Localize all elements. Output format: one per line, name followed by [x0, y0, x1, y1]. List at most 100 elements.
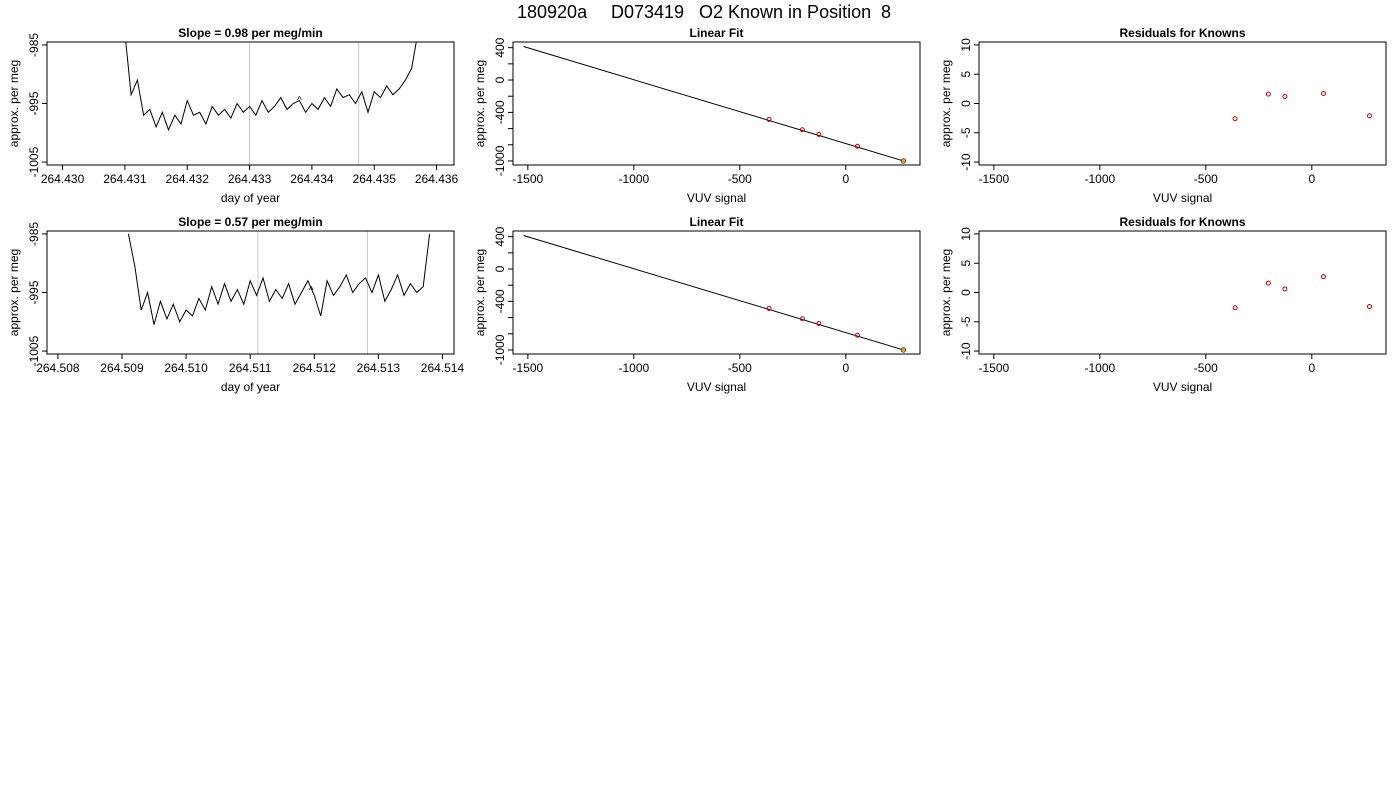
y-axis-label: approx. per meg	[473, 60, 487, 147]
chart-title: Residuals for Knowns	[1119, 215, 1245, 229]
x-tick-label: 264.435	[353, 172, 397, 186]
x-tick-label: 0	[1308, 172, 1315, 186]
chart-svg-fit2: Linear Fit -1500 -1000 -500 0 VUV signal -1000…	[473, 215, 921, 394]
y-tick-label: -10	[959, 342, 973, 360]
title-position: 8	[881, 2, 891, 22]
chart-title: Slope = 0.98 per meg/min	[178, 26, 322, 40]
x-axis-label: day of year	[221, 191, 280, 205]
x-tick-label: 264.514	[421, 361, 465, 375]
x-tick-label: 0	[1308, 361, 1315, 375]
data-point	[1232, 116, 1238, 122]
x-tick-label: 264.510	[164, 361, 208, 375]
plot-area	[523, 46, 907, 164]
x-axis-label: day of year	[221, 380, 280, 394]
x-tick-label: -1000	[1084, 172, 1115, 186]
data-point	[1232, 305, 1238, 311]
chart-fit1: Linear Fit -1500 -1000 -500 0 VUV signal -1000…	[466, 24, 932, 205]
data-point	[766, 305, 772, 311]
data-point	[816, 131, 822, 137]
y-tick-label: -5	[959, 127, 973, 138]
y-tick-label: -1005	[27, 146, 41, 177]
y-tick-label: -1000	[493, 334, 507, 365]
plot-frame	[46, 41, 455, 166]
chart-fit2: Linear Fit -1500 -1000 -500 0 VUV signal -1000…	[466, 213, 932, 394]
data-point	[854, 332, 860, 338]
fit-line	[523, 235, 904, 351]
highlight-point	[900, 158, 907, 164]
y-tick-label: 0	[959, 289, 973, 296]
plot-area: ^	[127, 231, 431, 354]
chart-ts2: Slope = 0.57 per meg/min ^ 264.508 264.509 2…	[0, 213, 466, 394]
chart-svg-ts1: Slope = 0.98 per meg/min ^ 264.430 264.431 2…	[7, 26, 459, 205]
x-tick-label: 0	[842, 172, 849, 186]
x-axis-label: VUV signal	[687, 380, 746, 394]
y-tick-label: 0	[493, 76, 507, 83]
x-tick-label: -500	[1194, 172, 1218, 186]
chart-title: Linear Fit	[689, 26, 743, 40]
fit-line	[523, 46, 904, 162]
chart-svg-fit1: Linear Fit -1500 -1000 -500 0 VUV signal -1000…	[473, 26, 921, 205]
x-tick-label: 264.434	[290, 172, 334, 186]
y-tick-label: -1000	[493, 145, 507, 176]
x-tick-label: 264.431	[103, 172, 147, 186]
data-point	[1282, 93, 1288, 99]
y-tick-label: 0	[959, 100, 973, 107]
x-axis-label: VUV signal	[687, 191, 746, 205]
y-tick-label: -995	[27, 280, 41, 304]
x-tick-label: -500	[1194, 361, 1218, 375]
plot-area	[1232, 91, 1372, 122]
plot-area: ^	[125, 42, 417, 165]
chart-svg-res1: Residuals for Knowns -1500 -1000 -500 0 VUV s…	[939, 26, 1387, 205]
y-tick-label: -10	[959, 153, 973, 171]
chart-title: Residuals for Knowns	[1119, 26, 1245, 40]
x-tick-label: 264.430	[41, 172, 85, 186]
series-line	[125, 42, 417, 132]
y-axis-label: approx. per meg	[473, 249, 487, 336]
x-axis-label: VUV signal	[1153, 191, 1212, 205]
data-point	[766, 116, 772, 122]
x-tick-label: 264.512	[293, 361, 337, 375]
data-point	[1320, 274, 1326, 280]
y-tick-label: 5	[959, 71, 973, 78]
x-tick-label: 0	[842, 361, 849, 375]
chart-ts1: Slope = 0.98 per meg/min ^ 264.430 264.431 2…	[0, 24, 466, 205]
data-point	[1282, 286, 1288, 292]
x-tick-label: 264.436	[415, 172, 459, 186]
title-sample-id: D073419	[611, 2, 684, 22]
x-tick-label: -1500	[512, 361, 543, 375]
x-tick-label: -1000	[618, 361, 649, 375]
data-point	[816, 320, 822, 326]
chart-res2: Residuals for Knowns -1500 -1000 -500 0 VUV s…	[932, 213, 1398, 394]
chart-svg-ts2: Slope = 0.57 per meg/min ^ 264.508 264.509 2…	[7, 215, 465, 394]
marker-caret: ^	[297, 95, 302, 106]
y-axis-label: approx. per meg	[7, 249, 21, 336]
y-axis-label: approx. per meg	[939, 249, 953, 336]
y-tick-label: -400	[493, 289, 507, 313]
y-tick-label: 10	[959, 38, 973, 52]
y-tick-label: 0	[493, 265, 507, 272]
x-tick-label: 264.433	[228, 172, 272, 186]
y-tick-label: -1005	[27, 335, 41, 366]
chart-res1: Residuals for Knowns -1500 -1000 -500 0 VUV s…	[932, 24, 1398, 205]
x-tick-label: 264.509	[100, 361, 144, 375]
y-tick-label: -985	[27, 222, 41, 246]
plot-frame	[46, 230, 455, 355]
highlight-point	[900, 347, 907, 353]
plot-area	[1232, 274, 1372, 311]
x-tick-label: -1500	[978, 361, 1009, 375]
x-tick-label: 264.508	[36, 361, 80, 375]
x-tick-label: 264.513	[357, 361, 401, 375]
x-tick-label: 264.432	[166, 172, 210, 186]
chart-svg-res2: Residuals for Knowns -1500 -1000 -500 0 VUV s…	[939, 215, 1387, 394]
y-tick-label: 400	[493, 37, 507, 57]
plot-frame	[512, 230, 921, 355]
chart-title: Slope = 0.57 per meg/min	[178, 215, 322, 229]
x-tick-label: -500	[728, 361, 752, 375]
y-tick-label: 10	[959, 227, 973, 241]
data-point	[1320, 91, 1326, 97]
x-tick-label: -1000	[618, 172, 649, 186]
y-tick-label: -5	[959, 316, 973, 327]
page-title: 180920a D073419 O2 Known in Position 8	[517, 2, 891, 22]
title-description: O2 Known in Position	[699, 2, 871, 22]
data-point	[1366, 304, 1372, 310]
